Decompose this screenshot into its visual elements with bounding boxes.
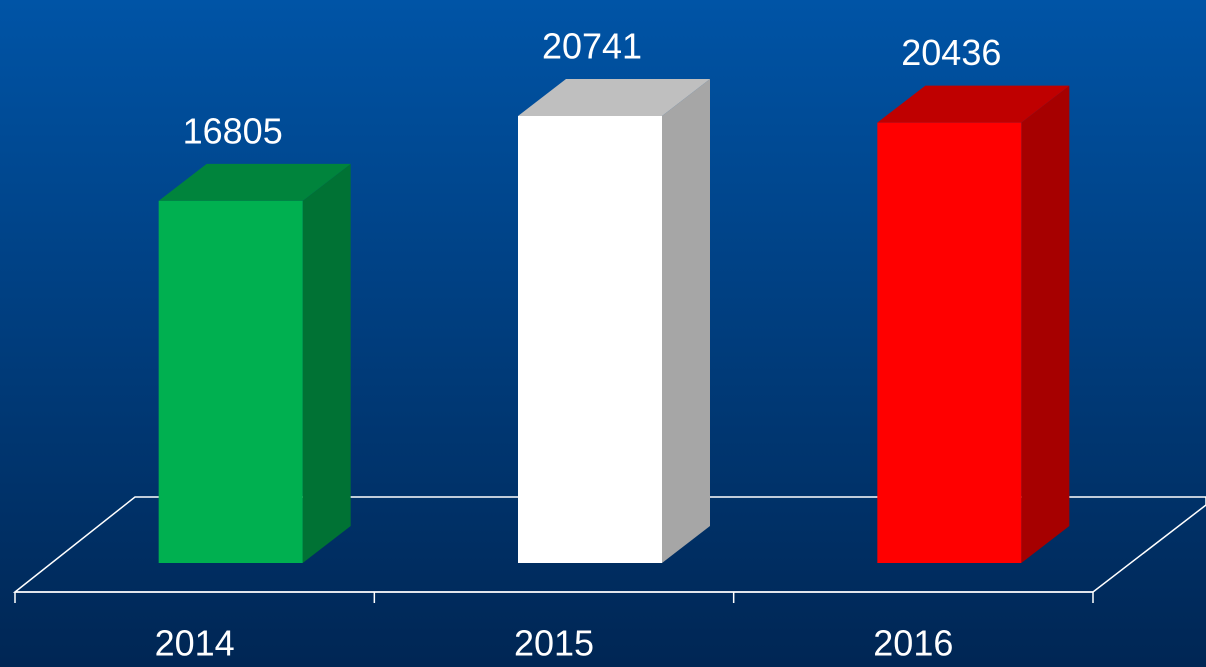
value-label: 16805	[183, 110, 283, 151]
bar-front	[518, 116, 662, 563]
x-tick-label: 2014	[155, 623, 235, 664]
x-tick-label: 2015	[514, 623, 594, 664]
chart: 16805 2014 20741 2015 20436 2016	[0, 0, 1206, 667]
bar-side	[303, 164, 351, 563]
bar-side	[1021, 86, 1069, 563]
bar	[877, 86, 1069, 563]
bar	[518, 79, 710, 563]
bar-front	[877, 123, 1021, 563]
bar-front	[159, 201, 303, 563]
bar-side	[662, 79, 710, 563]
x-tick-label: 2016	[873, 623, 953, 664]
bar	[159, 164, 351, 563]
page: 168052014207412015204362016 (() => { con…	[0, 0, 1206, 667]
value-label: 20436	[901, 32, 1001, 73]
value-label: 20741	[542, 26, 642, 67]
